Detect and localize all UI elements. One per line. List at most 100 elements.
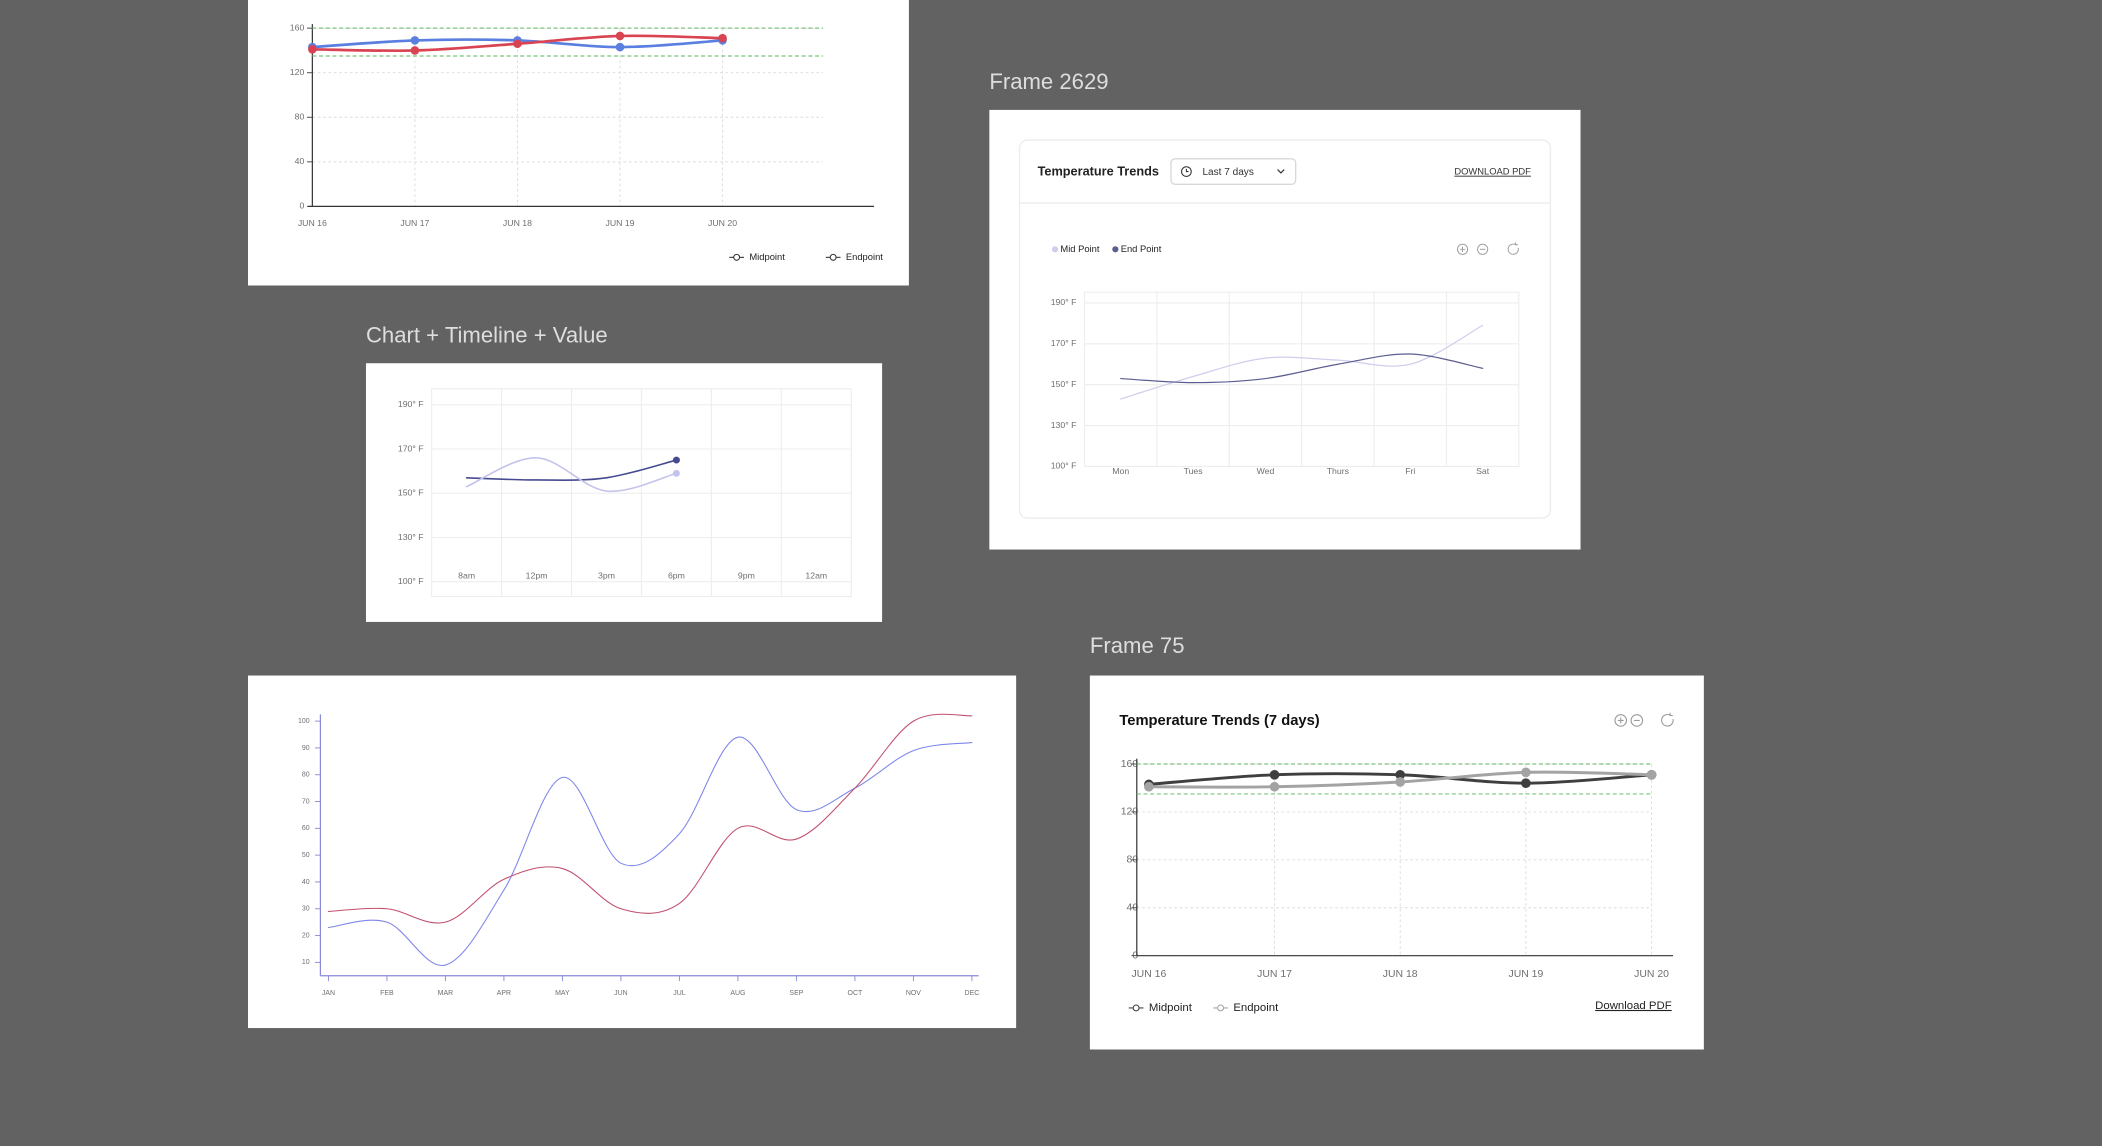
card-title: Temperature Trends (1038, 164, 1159, 179)
zoom-in[interactable] (1614, 714, 1628, 727)
point-marker (1395, 769, 1406, 780)
x-tick-label: Tues (1184, 466, 1204, 476)
x-tick-label: 3pm (598, 571, 615, 581)
y-tick-label: 190° F (398, 399, 424, 409)
x-tick-label: APR (497, 990, 511, 997)
point-marker (672, 456, 680, 464)
legend-label: Midpoint (749, 252, 785, 262)
legend-label: Midpoint (1149, 1002, 1193, 1014)
point-marker (1269, 781, 1280, 792)
x-tick-label: AUG (730, 990, 745, 997)
y-tick-label: 100° F (398, 576, 424, 586)
frame (1089, 675, 1704, 1050)
point-marker (718, 33, 727, 43)
y-tick-label: 30 (302, 906, 310, 913)
x-tick-label: 6pm (668, 571, 685, 581)
x-tick-label: MAY (555, 990, 570, 997)
y-tick-label: 50 (302, 852, 310, 859)
legend-icon (829, 253, 837, 261)
x-tick-label: OCT (848, 990, 863, 997)
legend-label: End Point (1121, 244, 1162, 254)
point-marker (1646, 769, 1657, 780)
reset-button[interactable] (1661, 712, 1674, 727)
x-tick-label: 12am (805, 571, 827, 581)
x-tick-label: 8am (458, 571, 475, 581)
x-tick-label: MAR (438, 990, 454, 997)
y-tick-label: 150° F (398, 488, 424, 498)
frame-label: Frame 75 (1090, 633, 1185, 658)
y-tick-label: 160 (290, 22, 305, 32)
x-tick-label: Sat (1476, 466, 1490, 476)
x-tick-label: FEB (380, 990, 394, 997)
zoom-in-glyph (1617, 717, 1624, 724)
zoom-controls (1456, 242, 1519, 255)
x-tick-label: JUN 19 (1508, 969, 1543, 980)
x-tick-label: DEC (965, 990, 980, 997)
point-marker (513, 39, 522, 49)
y-tick-label: 150° F (1051, 379, 1077, 389)
zoom-controls (1614, 712, 1674, 727)
x-tick-label: 12pm (526, 571, 548, 581)
download-button[interactable]: DOWNLOAD PDF (1454, 167, 1531, 177)
x-tick-label: Wed (1257, 466, 1275, 476)
dropdown-box[interactable] (1170, 158, 1297, 185)
x-tick-label: JUN 18 (1383, 969, 1418, 980)
range-dropdown[interactable]: Last 7 days (1170, 158, 1297, 185)
frame (248, 0, 909, 286)
x-tick-label: JUN 20 (708, 218, 737, 228)
dropdown-label[interactable]: Last 7 days (1202, 167, 1253, 178)
x-tick-label: JUN 17 (1257, 969, 1292, 980)
y-tick-label: 170° F (398, 443, 424, 453)
point-marker (1521, 767, 1531, 778)
y-tick-label: 190° F (1051, 297, 1077, 307)
series-line (465, 457, 678, 493)
y-tick-label: 60 (302, 825, 310, 832)
y-tick-label: 100° F (1051, 461, 1077, 471)
clock-hands (1185, 168, 1189, 173)
card (1018, 139, 1552, 519)
frame (365, 363, 883, 622)
legend-label: Endpoint (1233, 1002, 1279, 1014)
x-tick-label: SEP (789, 990, 803, 997)
reset-button[interactable] (1507, 242, 1519, 255)
y-tick-label: 130° F (398, 532, 424, 542)
point-marker (1269, 769, 1280, 780)
x-tick-label: Mon (1112, 466, 1129, 476)
y-tick-label: 10 (302, 959, 310, 966)
chevron (1277, 169, 1285, 174)
y-tick-label: 0 (299, 201, 304, 211)
y-tick-label: 70 (302, 798, 310, 805)
zoom-in[interactable] (1456, 243, 1469, 255)
x-tick-label: JUN 18 (503, 218, 532, 228)
y-tick-label: 130° F (1051, 420, 1077, 430)
point-marker (1395, 777, 1406, 787)
x-tick-label: JUN 20 (1634, 969, 1669, 980)
zoom-out[interactable] (1630, 714, 1644, 727)
x-tick-label: 9pm (738, 571, 755, 581)
y-tick-label: 80 (295, 112, 305, 122)
x-tick-label: JUN 17 (400, 218, 429, 228)
zoom-out[interactable] (1477, 243, 1489, 255)
y-tick-label: 20 (302, 932, 310, 939)
x-tick-label: Fri (1405, 466, 1415, 476)
clock-icon (1181, 166, 1192, 177)
y-tick-label: 40 (295, 156, 305, 166)
frame (248, 675, 1017, 1029)
legend-label: Endpoint (846, 252, 883, 262)
point-marker (308, 45, 317, 54)
legend-icon (1132, 1004, 1140, 1012)
zoom-in-glyph (1459, 246, 1466, 252)
y-tick-label: 100 (298, 718, 310, 725)
card-title: Temperature Trends (7 days) (1119, 713, 1319, 729)
frame-label: Frame 2629 (989, 69, 1108, 94)
legend-icon (1217, 1004, 1225, 1012)
y-tick-label: 40 (302, 879, 310, 886)
series-line (465, 459, 678, 481)
y-tick-label: 160 (1121, 759, 1139, 770)
series-line (327, 713, 973, 924)
point-marker (410, 46, 420, 55)
point-marker (615, 31, 625, 41)
series-line (1120, 324, 1484, 400)
download-button[interactable]: Download PDF (1595, 1000, 1672, 1012)
y-tick-label: 90 (302, 745, 310, 752)
